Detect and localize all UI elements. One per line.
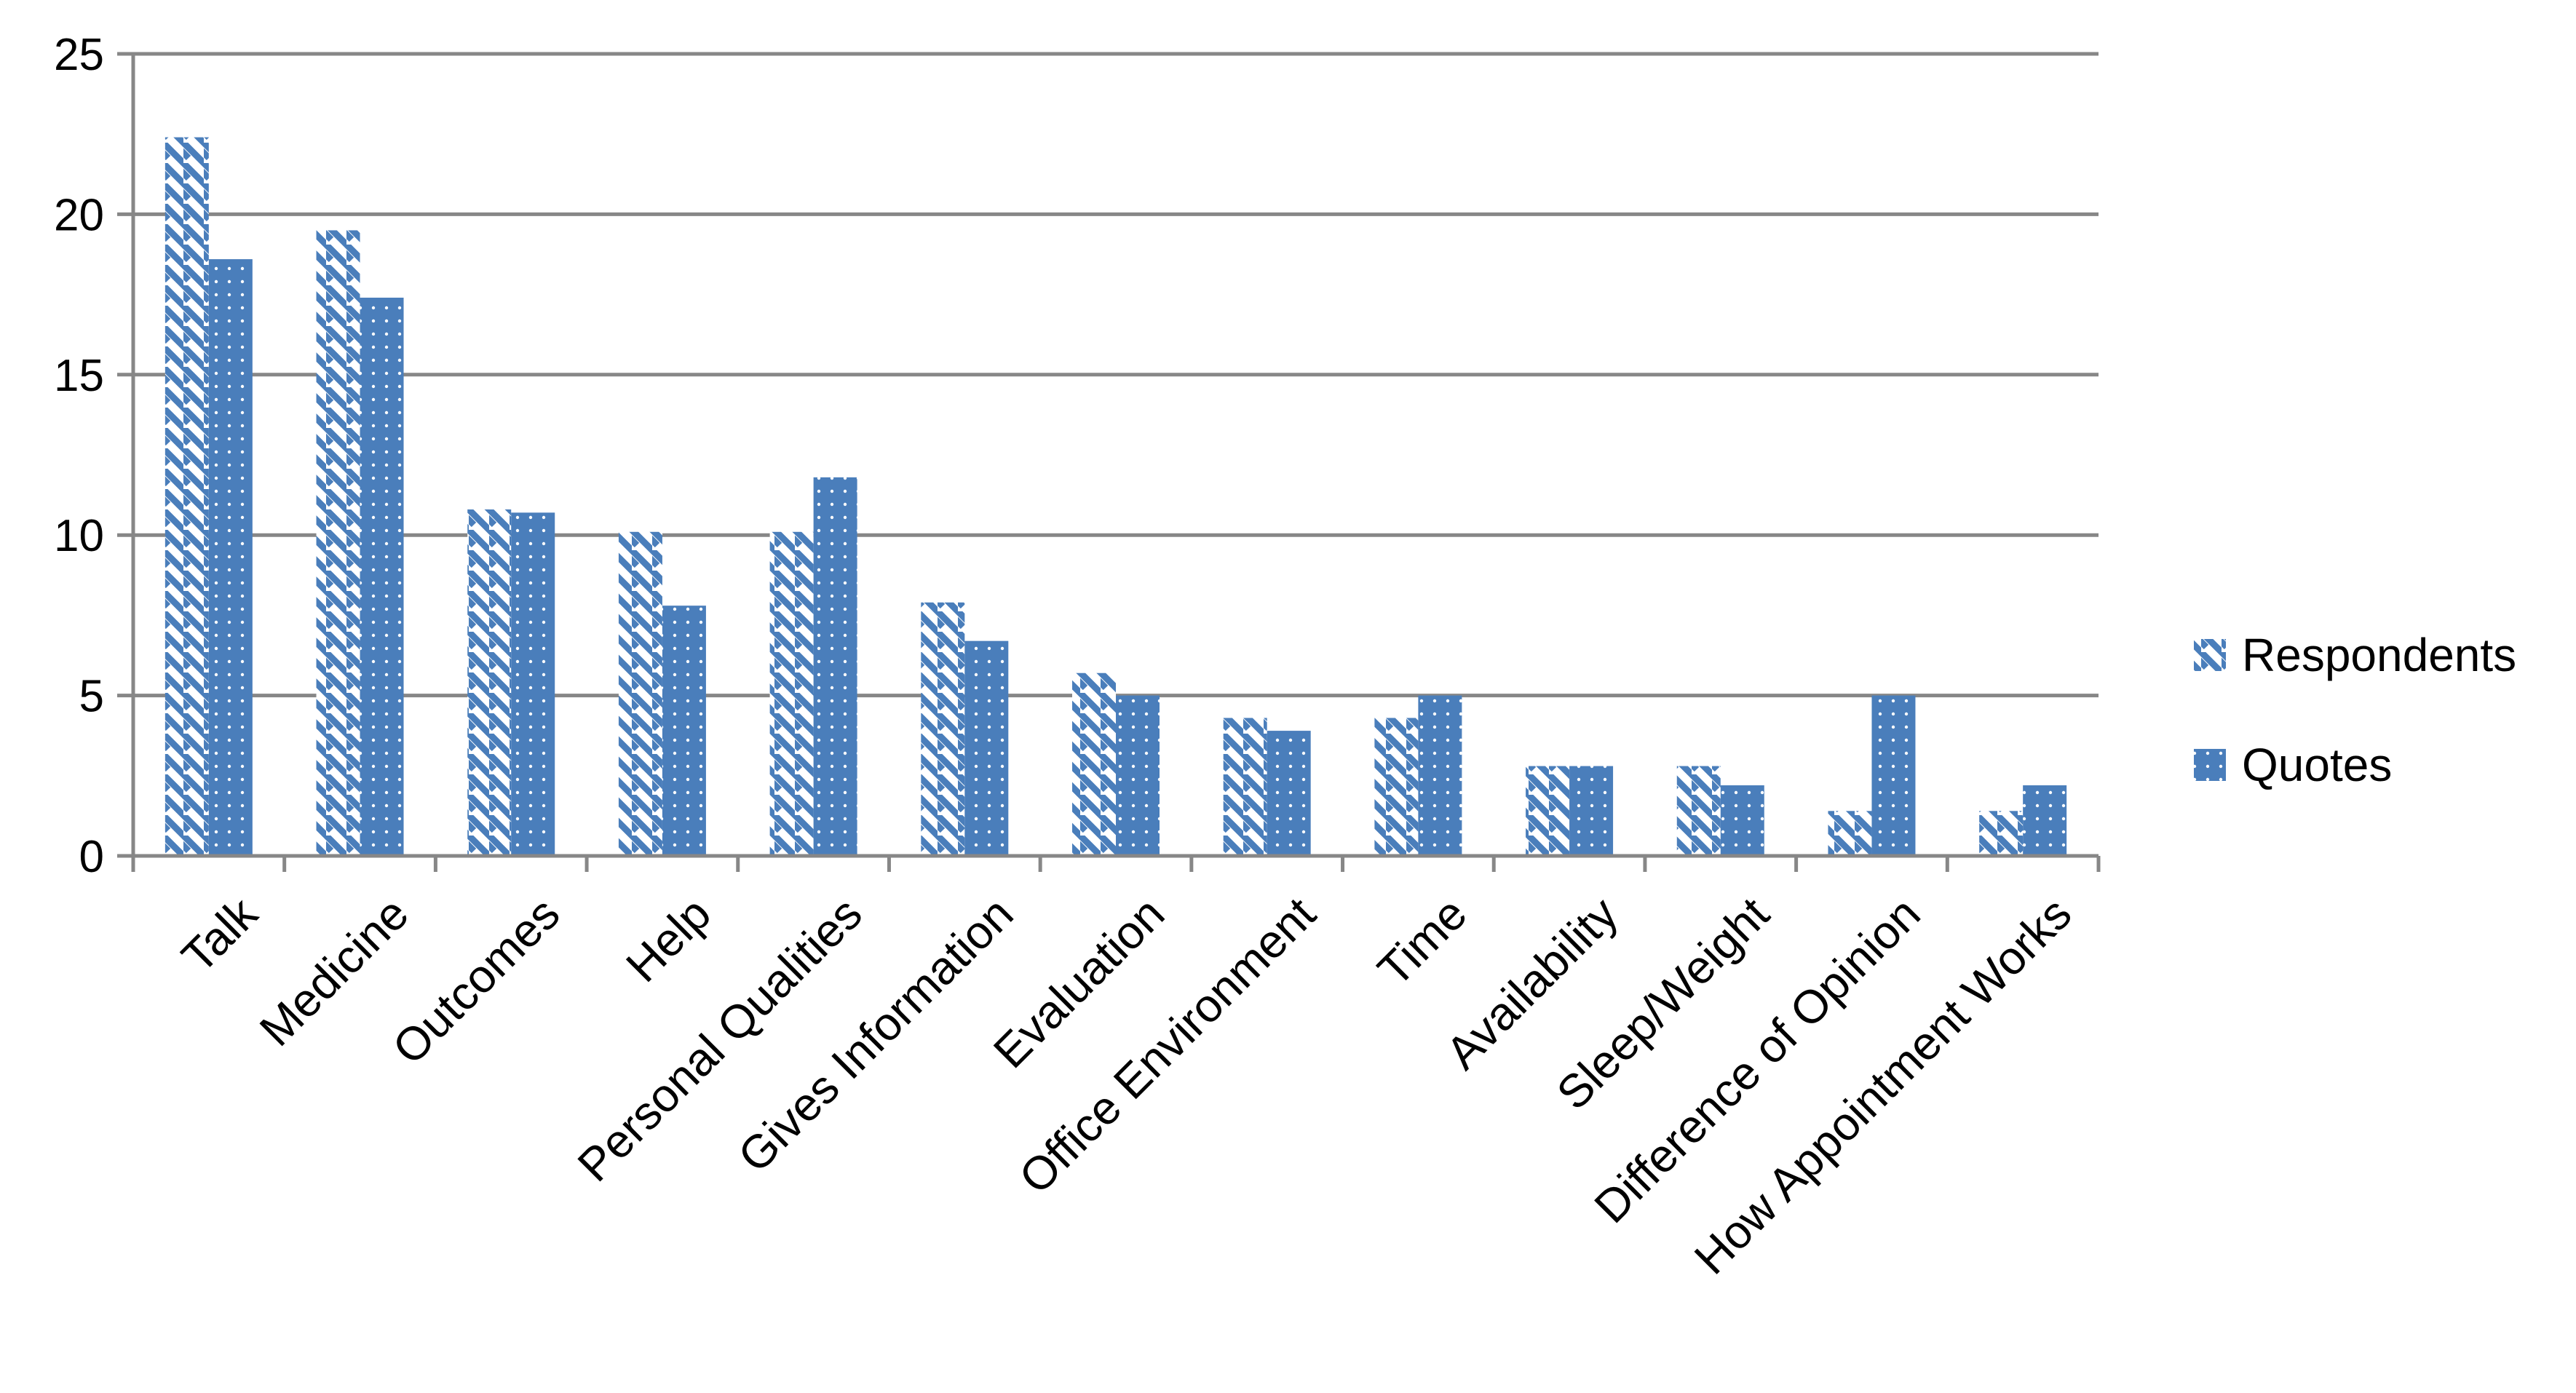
bar-respondents: [467, 509, 512, 856]
y-tick-label: 0: [79, 832, 104, 882]
bar-respondents: [769, 531, 814, 856]
x-category-label: Outcomes: [382, 887, 569, 1074]
bar-respondents: [618, 531, 662, 856]
bar-quotes: [360, 298, 404, 856]
bar-quotes: [1569, 766, 1614, 856]
legend: Respondents Quotes: [2194, 629, 2516, 791]
bar-quotes: [1720, 785, 1764, 856]
bar-quotes: [208, 259, 253, 856]
legend-label: Quotes: [2242, 739, 2392, 791]
bar-respondents: [1223, 718, 1267, 856]
x-category-label: Office Environment: [1009, 887, 1325, 1204]
bar-quotes: [1418, 695, 1462, 856]
y-tick-label: 10: [54, 511, 104, 561]
bar-respondents: [921, 602, 965, 856]
bar-respondents: [1526, 766, 1570, 856]
bar-quotes: [1871, 695, 1916, 856]
y-tick-label: 20: [54, 190, 104, 240]
bar-respondents: [316, 230, 360, 856]
bars: [165, 137, 2067, 856]
axes: [131, 54, 2101, 872]
bar-respondents: [1374, 718, 1419, 856]
x-category-label: Gives Information: [728, 887, 1023, 1183]
x-category-label: Help: [616, 887, 721, 992]
y-axis-tick-labels: 0 5 10 15 20 25: [54, 30, 104, 882]
bar-respondents: [165, 137, 209, 856]
x-category-label: Time: [1368, 887, 1477, 996]
y-tick-label: 15: [54, 351, 104, 401]
bar-quotes: [813, 477, 857, 856]
legend-swatch-quotes: [2194, 749, 2226, 781]
bar-quotes: [511, 512, 555, 856]
bar-quotes: [662, 606, 706, 856]
gridlines: [117, 52, 2099, 858]
bar-respondents: [1828, 811, 1872, 856]
legend-swatch-respondents: [2194, 639, 2226, 671]
bar-respondents: [1676, 766, 1721, 856]
bar-quotes: [1116, 695, 1160, 856]
bar-quotes: [2023, 785, 2067, 856]
x-category-label: Talk: [172, 886, 268, 983]
bar-respondents: [1979, 811, 2024, 856]
y-tick-label: 5: [79, 672, 104, 722]
bar-quotes: [964, 640, 1009, 856]
x-category-label: Personal Qualities: [568, 887, 872, 1191]
y-tick-label: 25: [54, 30, 104, 80]
bar-quotes: [1267, 731, 1311, 856]
legend-label: Respondents: [2242, 629, 2516, 681]
bar-respondents: [1072, 672, 1116, 856]
